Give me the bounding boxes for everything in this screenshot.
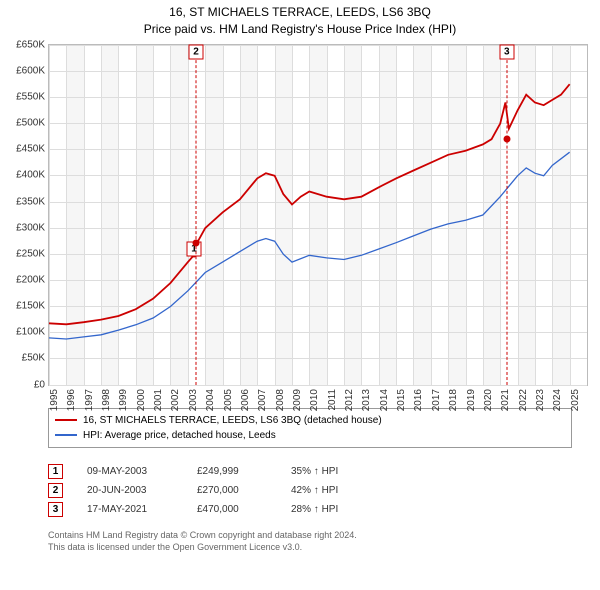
x-axis-tick-label: 2025 — [570, 389, 581, 411]
marker-label-box: 3 — [499, 45, 514, 60]
x-axis-tick-label: 2000 — [136, 389, 147, 411]
series-property — [49, 84, 570, 324]
x-axis-tick-label: 2009 — [292, 389, 303, 411]
sale-vs-hpi: 42% ↑ HPI — [291, 481, 338, 500]
title-subtitle: Price paid vs. HM Land Registry's House … — [0, 21, 600, 38]
y-axis-tick-label: £550K — [16, 91, 45, 102]
sale-marker-ref: 3 — [48, 502, 63, 517]
legend-item: HPI: Average price, detached house, Leed… — [55, 428, 565, 443]
sale-marker-ref: 2 — [48, 483, 63, 498]
title-address: 16, ST MICHAELS TERRACE, LEEDS, LS6 3BQ — [0, 4, 600, 21]
sale-price: £470,000 — [197, 500, 267, 519]
x-axis-tick-label: 2018 — [448, 389, 459, 411]
y-axis-tick-label: £350K — [16, 196, 45, 207]
x-axis-tick-label: 2016 — [413, 389, 424, 411]
x-axis-tick-label: 1997 — [84, 389, 95, 411]
x-axis-tick-label: 2012 — [344, 389, 355, 411]
sale-vs-hpi: 28% ↑ HPI — [291, 500, 338, 519]
x-axis-tick-label: 2007 — [257, 389, 268, 411]
x-axis-tick-label: 2021 — [500, 389, 511, 411]
x-axis-tick-label: 2011 — [327, 389, 338, 411]
x-axis-tick-label: 2019 — [466, 389, 477, 411]
x-axis-tick-label: 2008 — [275, 389, 286, 411]
marker-label-box: 2 — [188, 45, 203, 60]
y-axis-tick-label: £400K — [16, 170, 45, 181]
x-axis-tick-label: 2023 — [535, 389, 546, 411]
y-axis-tick-label: £100K — [16, 327, 45, 338]
marker-guideline — [195, 45, 196, 385]
x-axis-tick-label: 2020 — [483, 389, 494, 411]
marker-dot — [503, 135, 510, 142]
legend-swatch — [55, 434, 77, 436]
legend-label: HPI: Average price, detached house, Leed… — [83, 428, 276, 443]
x-axis-tick-label: 2010 — [309, 389, 320, 411]
legend-item: 16, ST MICHAELS TERRACE, LEEDS, LS6 3BQ … — [55, 413, 565, 428]
x-axis-tick-label: 2005 — [223, 389, 234, 411]
x-axis-tick-label: 1995 — [49, 389, 60, 411]
sale-date: 09-MAY-2003 — [87, 462, 173, 481]
x-axis-tick-label: 2013 — [361, 389, 372, 411]
y-axis-tick-label: £0 — [34, 379, 45, 390]
sale-vs-hpi: 35% ↑ HPI — [291, 462, 338, 481]
y-axis-tick-label: £50K — [22, 353, 45, 364]
y-axis-tick-label: £450K — [16, 144, 45, 155]
x-axis-tick-label: 1998 — [101, 389, 112, 411]
y-axis-tick-label: £150K — [16, 301, 45, 312]
y-axis-tick-label: £300K — [16, 222, 45, 233]
attribution-footer: Contains HM Land Registry data © Crown c… — [48, 529, 572, 553]
x-axis-tick-label: 2024 — [552, 389, 563, 411]
series-hpi — [49, 152, 570, 339]
x-axis-tick-label: 2017 — [431, 389, 442, 411]
marker-dot — [192, 240, 199, 247]
sale-price: £249,999 — [197, 462, 267, 481]
sales-table: 1 09-MAY-2003 £249,999 35% ↑ HPI 2 20-JUN-200… — [48, 462, 572, 519]
x-axis-tick-label: 2002 — [170, 389, 181, 411]
chart-plot-area: 1995199619971998199920002001200220032004… — [48, 44, 588, 386]
x-axis-tick-label: 2003 — [188, 389, 199, 411]
x-axis-tick-label: 2006 — [240, 389, 251, 411]
marker-guideline — [506, 45, 507, 385]
x-axis-tick-label: 2015 — [396, 389, 407, 411]
y-axis-tick-label: £250K — [16, 248, 45, 259]
x-axis-tick-label: 2014 — [379, 389, 390, 411]
footer-line-2: This data is licensed under the Open Gov… — [48, 541, 572, 553]
sale-date: 20-JUN-2003 — [87, 481, 173, 500]
sale-date: 17-MAY-2021 — [87, 500, 173, 519]
x-axis-tick-label: 2022 — [518, 389, 529, 411]
sale-price: £270,000 — [197, 481, 267, 500]
sale-marker-ref: 1 — [48, 464, 63, 479]
footer-line-1: Contains HM Land Registry data © Crown c… — [48, 529, 572, 541]
sale-row: 2 20-JUN-2003 £270,000 42% ↑ HPI — [48, 481, 572, 500]
title-block: 16, ST MICHAELS TERRACE, LEEDS, LS6 3BQ … — [0, 0, 600, 38]
sale-row: 1 09-MAY-2003 £249,999 35% ↑ HPI — [48, 462, 572, 481]
chart-legend: 16, ST MICHAELS TERRACE, LEEDS, LS6 3BQ … — [48, 408, 572, 448]
legend-label: 16, ST MICHAELS TERRACE, LEEDS, LS6 3BQ … — [83, 413, 382, 428]
y-axis-tick-label: £650K — [16, 39, 45, 50]
y-axis-tick-label: £200K — [16, 274, 45, 285]
y-axis-tick-label: £600K — [16, 65, 45, 76]
legend-swatch — [55, 419, 77, 421]
x-axis-tick-label: 1999 — [118, 389, 129, 411]
x-axis-tick-label: 2001 — [153, 389, 164, 411]
sale-row: 3 17-MAY-2021 £470,000 28% ↑ HPI — [48, 500, 572, 519]
x-axis-tick-label: 1996 — [66, 389, 77, 411]
chart-container: 16, ST MICHAELS TERRACE, LEEDS, LS6 3BQ … — [0, 0, 600, 590]
y-axis-tick-label: £500K — [16, 118, 45, 129]
x-axis-tick-label: 2004 — [205, 389, 216, 411]
